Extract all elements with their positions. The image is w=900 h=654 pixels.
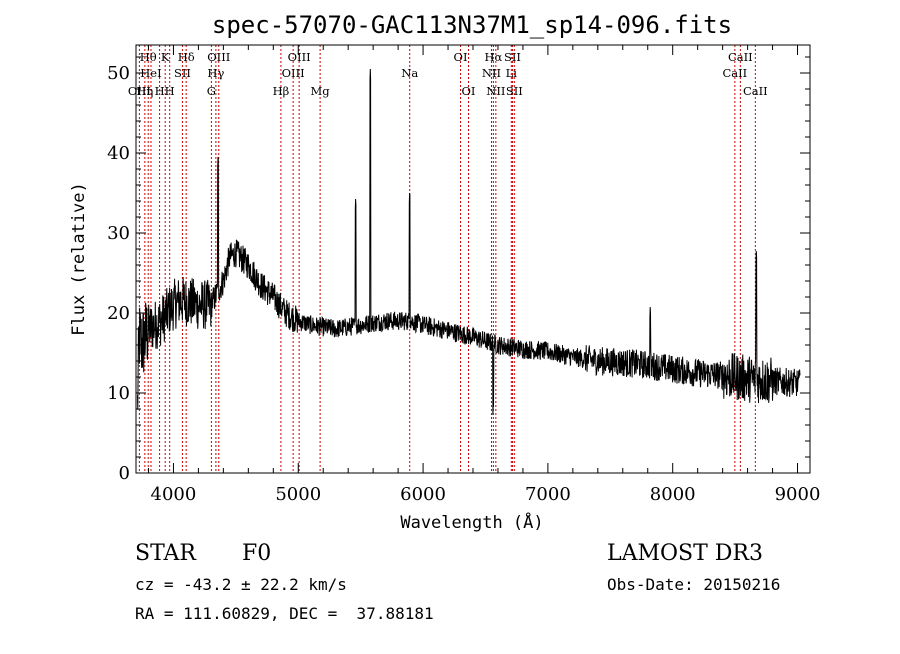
line-id-label: SII (174, 66, 191, 80)
object-subclass: F0 (242, 541, 271, 566)
line-id-label: SII (506, 84, 523, 98)
y-tick-label: 10 (107, 383, 130, 404)
line-id-label: NII (482, 66, 501, 80)
line-id-label: CaII (728, 50, 753, 64)
line-id-label: OI (462, 84, 476, 98)
line-id-label: Na (401, 66, 418, 80)
x-tick-label: 8000 (650, 484, 696, 505)
line-id-label: H (155, 84, 165, 98)
line-id-labels: OIIIHηHθHeIHKHSIIHδGHγOIIIHβOIIIOIIIMgNa… (128, 50, 768, 98)
x-tick-label: 7000 (525, 484, 571, 505)
line-id-markers (138, 45, 756, 473)
y-tick-label: 20 (107, 303, 130, 324)
line-id-label: OIII (207, 50, 230, 64)
x-axis-label: Wavelength (Å) (400, 511, 543, 533)
y-tick-label: 0 (119, 463, 130, 484)
spectrum-series-line (137, 68, 801, 416)
x-tick-label: 5000 (275, 484, 321, 505)
chart-title: spec-57070-GAC113N37M1_sp14-096.fits (212, 11, 732, 39)
line-id-label: H (165, 84, 175, 98)
y-tick-label: 40 (107, 143, 130, 164)
plot-area-frame (135, 44, 811, 474)
line-id-label: NII (486, 84, 505, 98)
line-id-label: CaII (743, 84, 768, 98)
line-id-label: Hδ (178, 50, 195, 64)
line-id-label: Hη (136, 84, 153, 98)
line-id-label: Mg (311, 84, 331, 98)
line-id-label: OIII (128, 84, 151, 98)
line-id-label: Hθ (140, 50, 157, 64)
survey-name: LAMOST DR3 (607, 541, 763, 566)
x-tick-label: 9000 (775, 484, 821, 505)
line-id-label: OIII (282, 66, 305, 80)
line-id-label: SII (504, 50, 521, 64)
ra-dec-coordinates: RA = 111.60829, DEC = 37.88181 (135, 604, 434, 623)
y-axis-ticks: 0 10 20 30 40 50 (107, 56, 810, 484)
y-tick-label: 50 (107, 63, 130, 84)
line-id-label: Hβ (273, 84, 290, 98)
observation-date: Obs-Date: 20150216 (607, 575, 780, 594)
line-id-label: Hα (484, 50, 502, 64)
redshift-cz: cz = -43.2 ± 22.2 km/s (135, 575, 347, 594)
y-axis-label: Flux (relative) (69, 182, 89, 336)
object-class: STAR (135, 541, 197, 566)
line-id-label: Li (506, 66, 518, 80)
line-id-label: CaII (722, 66, 747, 80)
x-tick-label: 6000 (400, 484, 446, 505)
line-id-label: Hγ (207, 66, 224, 80)
line-id-label: G (207, 84, 216, 98)
line-id-label: OIII (288, 50, 311, 64)
line-id-label: K (161, 50, 170, 64)
x-axis-ticks: 4000 5000 6000 7000 8000 9000 (147, 45, 821, 505)
x-tick-label: 4000 (151, 484, 197, 505)
y-tick-label: 30 (107, 223, 130, 244)
line-id-label: OI (454, 50, 468, 64)
line-id-label: HeI (140, 66, 161, 80)
